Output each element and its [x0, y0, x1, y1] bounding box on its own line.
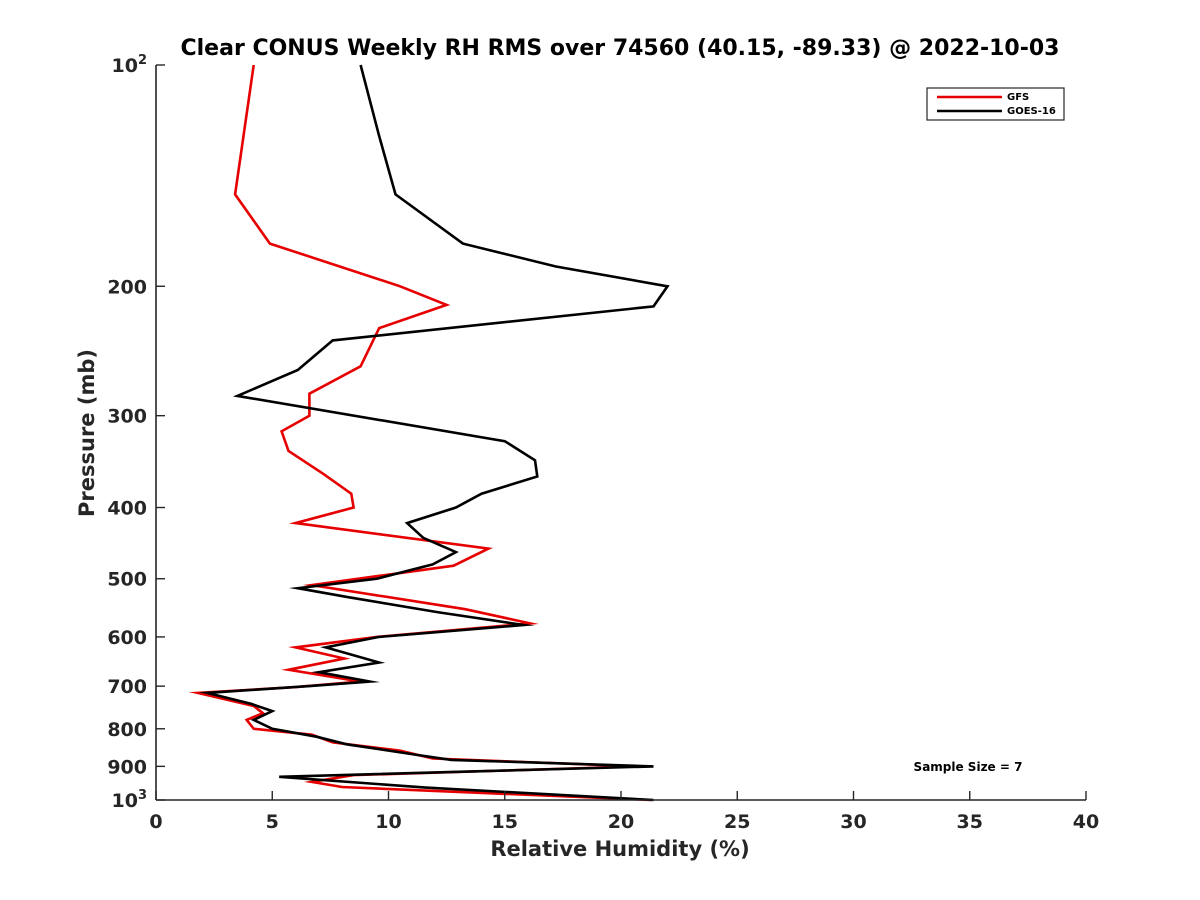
y-tick-label: 700 [107, 676, 147, 698]
x-axis-label: Relative Humidity (%) [490, 837, 749, 861]
x-tick-label: 40 [1073, 811, 1099, 833]
x-tick-label: 10 [375, 811, 401, 833]
series-line-goes16 [198, 64, 670, 802]
legend-box [926, 87, 1065, 121]
y-tick-label: 400 [107, 498, 147, 520]
x-tick-label: 0 [149, 811, 162, 833]
plot-area [188, 64, 670, 802]
y-tick-label: 600 [107, 627, 147, 649]
y-tick-label: 300 [107, 406, 147, 428]
axes [155, 65, 1086, 801]
x-tick-label: 25 [724, 811, 750, 833]
x-tick-label: 5 [266, 811, 279, 833]
y-tick-label: 200 [107, 276, 147, 298]
sample-size-annotation: Sample Size = 7 [914, 760, 1023, 774]
y-tick-label: 103 [112, 788, 148, 812]
legend: GFS GOES-16 [926, 87, 1065, 121]
x-axis-ticks: 0 5 10 15 20 25 30 35 40 [149, 791, 1099, 833]
y-tick-base: 10 [112, 790, 138, 812]
x-tick-label: 15 [492, 811, 518, 833]
y-tick-label: 900 [107, 756, 147, 778]
x-tick-label: 30 [840, 811, 866, 833]
y-tick-label: 102 [112, 53, 148, 77]
legend-label-gfs: GFS [1007, 92, 1029, 103]
y-axis-label: Pressure (mb) [75, 349, 99, 517]
chart-title: Clear CONUS Weekly RH RMS over 74560 (40… [181, 36, 1060, 61]
y-tick-exponent: 3 [138, 788, 147, 803]
x-tick-label: 35 [957, 811, 983, 833]
y-tick-label: 800 [107, 719, 147, 741]
y-tick-label: 500 [107, 569, 147, 591]
y-tick-exponent: 2 [138, 53, 147, 68]
y-tick-base: 10 [112, 55, 138, 77]
legend-label-goes16: GOES-16 [1007, 106, 1056, 117]
x-tick-label: 20 [608, 811, 634, 833]
